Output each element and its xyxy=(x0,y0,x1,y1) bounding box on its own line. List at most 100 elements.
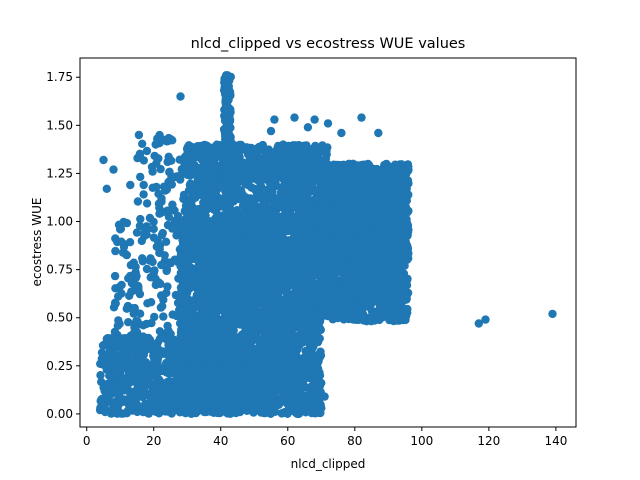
scatter-point-3714 xyxy=(312,370,322,379)
scatter-point-3621 xyxy=(179,367,189,376)
scatter-point-3870 xyxy=(258,246,268,255)
scatter-point-4800 xyxy=(282,161,292,170)
scatter-point-3778 xyxy=(258,337,267,347)
scatter-point-590 xyxy=(114,316,123,325)
scatter-point-448 xyxy=(161,407,170,416)
scatter-point-4819 xyxy=(292,161,301,171)
scatter-point-546 xyxy=(155,327,165,336)
scatter-point-3891 xyxy=(300,373,309,382)
scatter-point-491 xyxy=(110,341,119,350)
scatter-point-513 xyxy=(135,221,145,231)
scatter-point-610 xyxy=(114,292,123,301)
scatter-point-647 xyxy=(132,328,142,337)
scatter-point-3820 xyxy=(276,230,285,239)
scatter-point-3495 xyxy=(216,368,226,378)
scatter-point-3826 xyxy=(298,281,307,291)
scatter-point-3699 xyxy=(195,274,204,284)
scatter-point-645 xyxy=(131,268,140,278)
scatter-point-3700 xyxy=(311,355,320,364)
scatter-point-601 xyxy=(142,264,152,274)
scatter-point-706 xyxy=(148,167,157,176)
scatter-point-4777 xyxy=(260,201,269,210)
scatter-point-4837 xyxy=(277,183,287,192)
scatter-point-362 xyxy=(155,335,164,344)
scatter-point-3739 xyxy=(206,395,215,404)
scatter-point-3581 xyxy=(263,228,272,237)
scatter-point-4827 xyxy=(210,160,220,169)
scatter-point-3713 xyxy=(205,236,214,245)
scatter-point-656 xyxy=(162,266,171,276)
scatter-point-3933 xyxy=(212,313,221,322)
scatter-point-735 xyxy=(155,130,164,140)
scatter-point-4815 xyxy=(240,209,249,218)
scatter-point-498 xyxy=(120,355,130,364)
scatter-point-4836 xyxy=(285,180,294,189)
scatter-point-487 xyxy=(154,352,163,361)
scatter-point-3738 xyxy=(225,275,234,284)
scatter-point-4811 xyxy=(299,171,309,181)
scatter-point-4671 xyxy=(246,195,255,205)
scatter-point-556 xyxy=(110,271,120,281)
scatter-point-3540 xyxy=(308,289,317,298)
scatter-point-3923 xyxy=(195,295,204,305)
scatter-point-3602 xyxy=(287,346,297,355)
scatter-point-3885 xyxy=(285,269,295,279)
scatter-point-463 xyxy=(140,361,149,370)
scatter-point-3806 xyxy=(250,328,259,337)
scatter-point-488 xyxy=(108,370,118,379)
scatter-point-3822 xyxy=(179,324,188,333)
scatter-point-644 xyxy=(163,282,172,291)
scatter-point-3903 xyxy=(298,391,308,401)
scatter-point-3935 xyxy=(293,271,303,280)
scatter-point-3889 xyxy=(244,375,253,384)
scatter-point-4796 xyxy=(258,154,267,163)
scatter-point-685 xyxy=(156,164,165,174)
scatter-point-429 xyxy=(145,343,155,352)
scatter-point-4765 xyxy=(309,214,318,224)
scatter-point-720 xyxy=(148,183,157,192)
scatter-point-736 xyxy=(168,200,177,209)
scatter-point-3939 xyxy=(177,352,187,362)
scatter-point-639 xyxy=(139,332,148,341)
scatter-point-494 xyxy=(121,379,130,389)
scatter-point-3934 xyxy=(230,241,240,250)
scatter-point-4692 xyxy=(288,147,297,156)
scatter-point-4822 xyxy=(190,148,199,157)
scatter-point-679 xyxy=(138,139,147,148)
scatter-point-4813 xyxy=(208,176,217,185)
scatter-point-625 xyxy=(142,222,151,231)
scatter-point-4787 xyxy=(192,205,201,214)
scatter-point-3723 xyxy=(293,315,303,325)
scatter-point-4835 xyxy=(268,187,277,196)
scatter-point-509 xyxy=(132,228,142,237)
scatter-point-525 xyxy=(111,246,120,256)
scatter-point-3938 xyxy=(302,240,311,249)
scatter-point-4793 xyxy=(220,196,230,205)
scatter-point-419 xyxy=(97,348,107,357)
scatter-point-4834 xyxy=(244,173,254,182)
scatter-point-3668 xyxy=(202,372,211,381)
scatter-point-3707 xyxy=(307,408,317,418)
scatter-point-633 xyxy=(125,291,134,300)
scatter-point-427 xyxy=(97,354,107,363)
scatter-point-569 xyxy=(149,224,158,234)
scatter-point-3808 xyxy=(224,260,233,269)
scatter-point-3886 xyxy=(250,258,259,267)
scatter-point-641 xyxy=(162,288,171,298)
scatter-point-3770 xyxy=(216,378,225,387)
scatter-point-3906 xyxy=(182,406,191,415)
scatter-point-458 xyxy=(156,387,165,396)
scatter-point-3908 xyxy=(233,254,243,263)
scatter-point-3768 xyxy=(283,338,293,347)
scatter-point-480 xyxy=(123,406,132,415)
scatter-point-4750 xyxy=(251,214,260,224)
scatter-point-3803 xyxy=(225,324,235,334)
scatter-point-3789 xyxy=(204,333,213,342)
scatter-point-3798 xyxy=(225,359,235,369)
scatter-point-3855 xyxy=(278,295,287,304)
scatter-point-658 xyxy=(168,224,177,233)
scatter-point-621 xyxy=(158,228,167,238)
scatter-point-664 xyxy=(142,146,152,156)
scatter-point-3732 xyxy=(290,304,299,314)
scatter-point-3927 xyxy=(307,230,316,239)
